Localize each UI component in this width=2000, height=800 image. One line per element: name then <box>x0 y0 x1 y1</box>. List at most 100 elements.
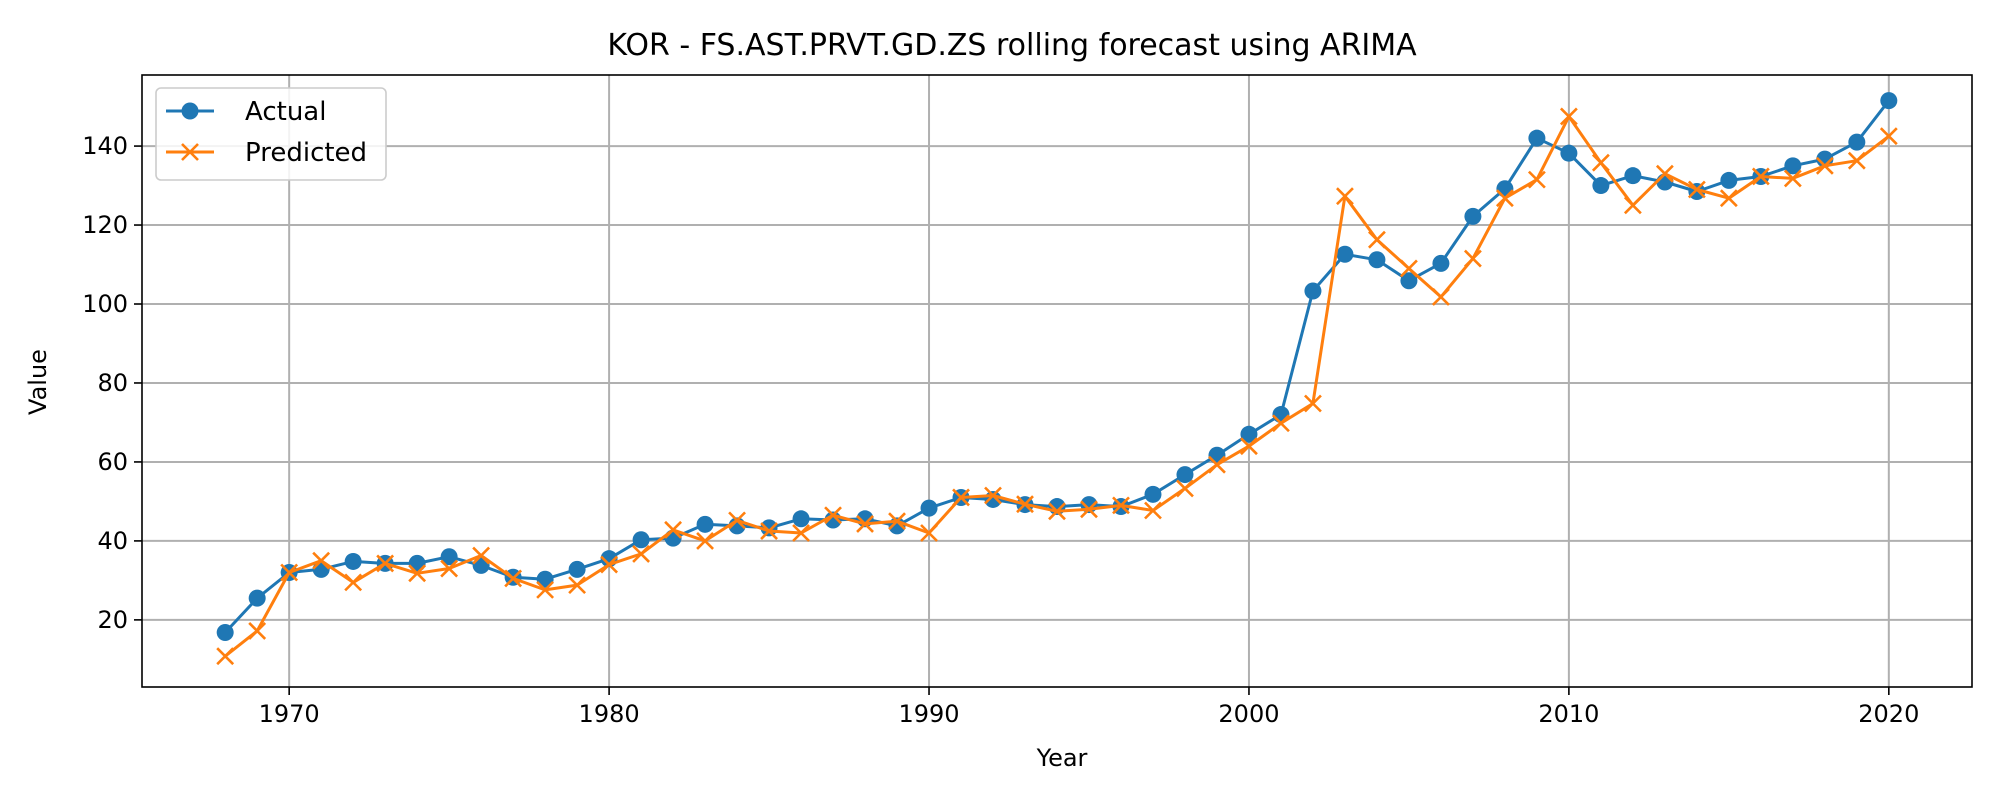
ticks: 1970 1980 1990 2000 2010 20202040608010012014… <box>82 132 1919 728</box>
data-point-actual <box>1176 466 1194 484</box>
data-point-predicted <box>1336 187 1354 206</box>
data-point-predicted <box>440 559 459 578</box>
data-point-predicted <box>1623 196 1642 215</box>
data-point-actual <box>1784 157 1802 175</box>
data-point-predicted <box>216 647 235 666</box>
data-point-predicted <box>1527 170 1546 189</box>
data-point-predicted <box>1847 151 1866 170</box>
data-point-predicted <box>760 522 778 540</box>
chart-title: KOR - FS.AST.PRVT.GD.ZS rolling forecast… <box>607 28 1417 63</box>
data-point-predicted <box>1559 107 1578 126</box>
data-point-predicted <box>1687 180 1706 199</box>
legend-item-actual: Actual <box>166 97 326 127</box>
data-point-predicted <box>696 531 714 550</box>
data-point-predicted <box>1751 167 1770 186</box>
data-point-predicted <box>920 524 938 542</box>
data-point-actual <box>920 499 938 517</box>
data-point-predicted <box>312 551 331 570</box>
data-point-predicted <box>472 546 491 565</box>
data-point-predicted <box>728 511 746 530</box>
data-point-predicted <box>1272 414 1290 433</box>
data-point-actual <box>1592 177 1610 195</box>
data-point-predicted <box>1080 500 1098 519</box>
legend-item-predicted: Predicted <box>166 138 367 168</box>
data-point-actual <box>696 515 714 533</box>
data-point-actual <box>536 570 554 588</box>
legend: Actual Predicted <box>155 87 387 181</box>
data-point-predicted <box>1719 189 1738 208</box>
y-tick-label: 80 <box>97 369 128 397</box>
x-tick-label: 1980 <box>579 700 640 728</box>
data-point-actual <box>1528 129 1546 147</box>
series-actual <box>216 92 1898 642</box>
data-point-actual <box>632 531 650 549</box>
data-point-predicted <box>1368 230 1386 249</box>
x-tick-label: 2010 <box>1538 700 1599 728</box>
data-point-predicted <box>280 563 299 582</box>
data-point-predicted <box>1495 189 1514 208</box>
data-point-predicted <box>1112 496 1130 515</box>
data-point-actual <box>408 554 426 572</box>
data-point-predicted <box>664 520 683 539</box>
data-point-actual <box>1464 207 1482 225</box>
series-predicted <box>216 107 1898 666</box>
legend-marker-predicted <box>181 143 199 161</box>
legend-label-predicted: Predicted <box>245 138 367 168</box>
data-point-actual <box>1560 144 1578 162</box>
data-point-predicted <box>1591 153 1610 172</box>
legend-marker-actual <box>181 102 199 120</box>
data-point-actual <box>1304 282 1322 300</box>
data-point-predicted <box>248 622 267 640</box>
data-point-actual <box>1624 167 1642 185</box>
series-layer <box>216 92 1898 666</box>
data-point-actual <box>344 552 362 570</box>
x-tick-label: 2000 <box>1218 700 1279 728</box>
data-point-actual <box>1368 251 1386 269</box>
data-point-predicted <box>1016 495 1034 514</box>
data-point-predicted <box>792 524 810 542</box>
data-point-predicted <box>504 569 523 588</box>
data-point-predicted <box>536 580 555 599</box>
data-point-predicted <box>600 555 619 574</box>
data-point-predicted <box>856 515 874 533</box>
data-point-predicted <box>1815 156 1834 175</box>
x-tick-label: 1970 <box>259 700 320 728</box>
data-point-actual <box>1432 254 1450 272</box>
data-point-predicted <box>1144 501 1162 520</box>
data-point-actual <box>248 589 266 607</box>
data-point-predicted <box>1208 455 1226 474</box>
legend-label-actual: Actual <box>245 97 326 127</box>
data-point-actual <box>1720 171 1738 189</box>
data-point-predicted <box>888 512 906 531</box>
x-tick-label: 1990 <box>898 700 959 728</box>
data-point-predicted <box>952 488 970 507</box>
data-point-actual <box>440 548 458 566</box>
x-axis-label: Year <box>1036 744 1088 772</box>
data-point-actual <box>1240 425 1258 443</box>
data-point-predicted <box>1240 437 1258 456</box>
y-tick-label: 140 <box>82 132 128 160</box>
data-point-actual <box>1336 245 1354 263</box>
data-point-actual <box>984 490 1002 508</box>
data-point-predicted <box>824 506 842 525</box>
data-point-predicted <box>1432 287 1450 306</box>
data-point-predicted <box>568 576 587 595</box>
data-point-actual <box>216 624 234 642</box>
data-point-predicted <box>1400 259 1418 278</box>
data-point-predicted <box>1304 394 1322 413</box>
data-point-predicted <box>376 554 395 573</box>
data-point-actual <box>1400 272 1418 290</box>
data-point-predicted <box>1048 502 1066 521</box>
y-tick-label: 20 <box>97 606 128 634</box>
y-axis-label: Value <box>24 349 52 415</box>
data-point-actual <box>1880 92 1898 110</box>
data-point-actual <box>1848 133 1866 151</box>
data-point-predicted <box>1879 127 1898 146</box>
data-point-actual <box>568 560 586 578</box>
y-tick-label: 100 <box>82 290 128 318</box>
data-point-predicted <box>984 486 1002 505</box>
data-point-predicted <box>344 573 363 592</box>
x-tick-label: 2020 <box>1858 700 1919 728</box>
data-point-predicted <box>1463 249 1482 268</box>
